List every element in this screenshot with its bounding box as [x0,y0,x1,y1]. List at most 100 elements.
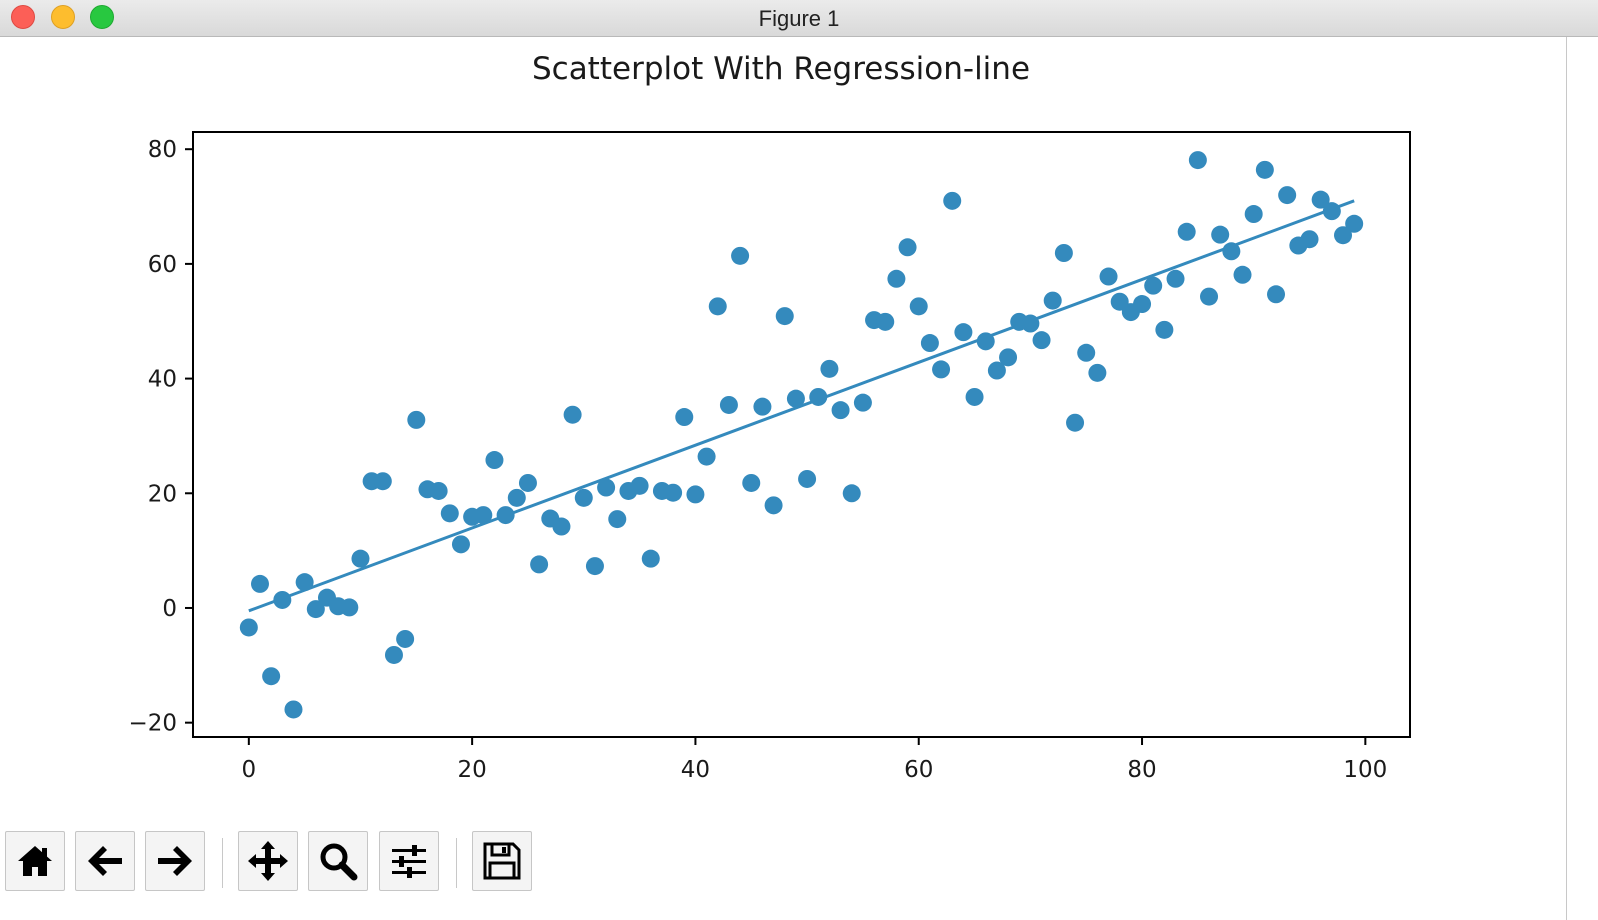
scatter-point [1222,242,1241,261]
scatter-point [552,517,571,536]
scatter-point [1300,230,1319,249]
scatter-point [440,504,459,523]
scatter-point [675,408,694,427]
scatter-point [496,506,515,525]
scatter-point [530,555,549,574]
scatter-point [775,307,794,326]
scatter-point [284,700,303,719]
y-tick-label: 40 [148,367,177,393]
scatter-point [407,410,426,429]
scatter-point [451,535,470,554]
save-button[interactable] [472,831,532,891]
scatter-point [753,397,772,416]
back-button[interactable] [75,831,135,891]
scatter-point [295,573,314,592]
scatter-point [1166,269,1185,288]
plot-area [192,131,1411,738]
scatter-point [340,598,359,617]
scatter-point [1088,363,1107,382]
scatter-point [1077,343,1096,362]
y-tick-label: 20 [148,481,177,507]
configure-subplots-button[interactable] [379,831,439,891]
scatter-point [1322,202,1341,221]
scatter-point [574,488,593,507]
scatter-point [1043,291,1062,310]
x-tick-label: 0 [242,757,257,783]
scatter-point [809,387,828,406]
forward-button[interactable] [145,831,205,891]
scatter-point [373,472,392,491]
arrow-left-icon [88,846,122,876]
y-tick-label: −20 [128,711,177,737]
move-icon [248,841,288,881]
scatter-point [429,481,448,500]
scatter-point [898,238,917,257]
scatter-point [273,590,292,609]
scatter-point [887,269,906,288]
scatter-point [485,451,504,470]
scatter-point [876,312,895,331]
scatter-point [842,484,861,503]
scatter-point [954,323,973,342]
zoom-button[interactable] [308,831,368,891]
scatter-point [764,496,783,515]
scatter-point [507,488,526,507]
maximize-window-button[interactable] [90,5,114,29]
x-tick-label: 40 [681,757,710,783]
pan-button[interactable] [238,831,298,891]
toolbar-separator [222,838,223,888]
window-edge [1566,37,1567,920]
navigation-toolbar [0,826,1566,906]
x-tick-label: 20 [457,757,486,783]
y-tick-label: 0 [162,596,177,622]
figure-canvas[interactable]: Scatterplot With Regression-line 0 20 40 60… [0,0,1566,826]
minimize-window-button[interactable] [51,5,75,29]
scatter-point [384,645,403,664]
scatter-point [1021,314,1040,333]
window-title: Figure 1 [758,6,840,31]
x-tick-label: 80 [1127,757,1156,783]
home-icon [18,846,52,876]
scatter-point [909,297,928,316]
scatter-point [1334,226,1353,245]
scatter-point [1244,205,1263,224]
scatter-point [518,473,537,492]
scatter-point [1032,331,1051,350]
scatter-point [686,485,705,504]
scatter-point [719,395,738,414]
scatter-point [585,557,604,576]
home-button[interactable] [5,831,65,891]
x-tick-label: 100 [1343,757,1387,783]
chart-title: Scatterplot With Regression-line [532,51,1030,87]
scatter-point [1278,186,1297,205]
toolbar-separator [456,838,457,888]
scatter-point [1255,160,1274,179]
scatter-point [786,389,805,408]
scatter-point [563,405,582,424]
close-window-button[interactable] [11,5,35,29]
scatter-point [853,393,872,412]
scatter-point [798,469,817,488]
scatter-point [708,297,727,316]
scatter-point [396,629,415,648]
scatter-point [1177,222,1196,241]
scatter-point [351,549,370,568]
scatter-point [742,473,761,492]
scatter-point [1345,214,1364,233]
scatter-point [1233,265,1252,284]
scatter-point [697,447,716,466]
scatter-point [920,334,939,353]
scatter-point [1066,413,1085,432]
scatter-point [999,348,1018,367]
scatter-point [262,667,281,686]
scatter-point [1099,267,1118,286]
scatter-point [1188,151,1207,170]
scatter-point [630,476,649,495]
y-tick-label: 60 [148,252,177,278]
floppy-disk-icon [483,842,521,880]
scatter-point [597,478,616,497]
scatter-point [608,510,627,529]
title-bar[interactable]: Figure 1 [0,0,1598,37]
scatter-point [831,401,850,420]
